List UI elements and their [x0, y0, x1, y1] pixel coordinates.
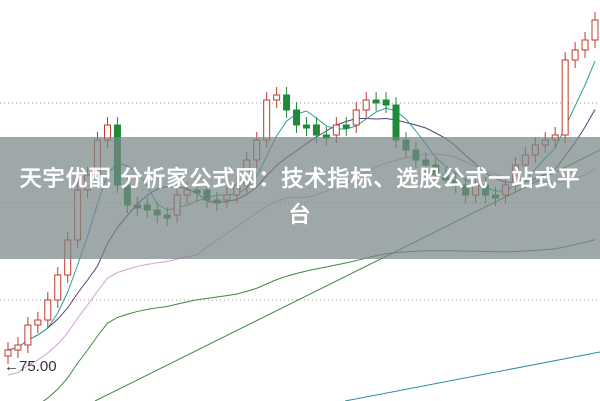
title-banner: 天宇优配 分析家公式网：技术指标、选股公式一站式平台: [0, 137, 600, 259]
candle-body: [14, 344, 22, 351]
candle-body: [392, 104, 400, 141]
candle-body: [302, 124, 310, 129]
candle-body: [352, 109, 360, 126]
candle-body: [263, 99, 271, 141]
candle-body: [34, 319, 42, 326]
candle-body: [571, 49, 579, 61]
price-annotation-value: 75.00: [19, 358, 57, 375]
candle-body: [561, 59, 569, 136]
candle-body: [342, 124, 350, 129]
candle-body: [273, 94, 281, 101]
trend-line-teal: [344, 351, 600, 401]
candle-body: [44, 299, 52, 321]
candle-body: [312, 124, 320, 136]
candle-body: [24, 324, 32, 346]
candle-body: [4, 349, 12, 357]
candle-body: [581, 39, 589, 51]
candle-body: [382, 99, 390, 106]
candle-body: [332, 124, 340, 136]
banner-title: 天宇优配 分析家公式网：技术指标、选股公式一站式平台: [19, 167, 581, 228]
ma-line-xlong: [42, 239, 596, 401]
candle-body: [54, 274, 62, 301]
candle-body: [283, 94, 291, 111]
price-annotation: ←75.00: [4, 358, 57, 375]
candle-body: [372, 99, 380, 104]
candle-body: [362, 99, 370, 111]
candle-body: [293, 109, 301, 126]
candle-body: [591, 19, 599, 41]
